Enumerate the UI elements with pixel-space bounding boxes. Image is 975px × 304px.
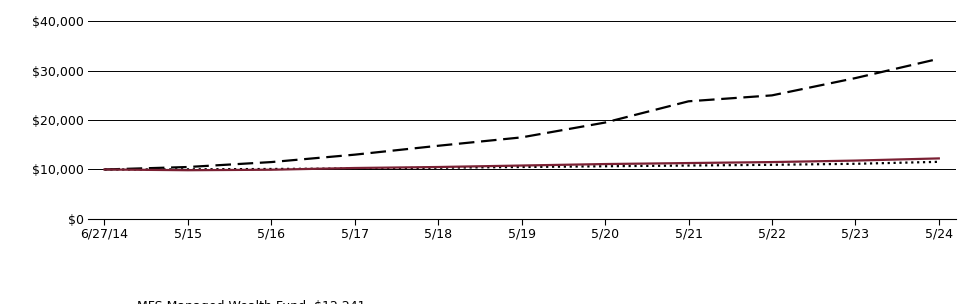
Standard & Poor’s 500 Stock Index, $32,412 (98, 168, 110, 171)
ICE BofA 0-3 Month U.S. Treasury Bill Index, $11,549 (98, 168, 110, 171)
Legend: MFS Managed Wealth Fund, $12,241, ICE BofA 0-3 Month U.S. Treasury Bill Index, $: MFS Managed Wealth Fund, $12,241, ICE Bo… (90, 300, 465, 304)
ICE BofA 0-3 Month U.S. Treasury Bill Index, $11,549 (600, 164, 611, 168)
ICE BofA 0-3 Month U.S. Treasury Bill Index, $11,549 (349, 167, 361, 170)
ICE BofA 0-3 Month U.S. Treasury Bill Index, $11,549 (432, 166, 444, 170)
Standard & Poor’s 500 Stock Index, $32,412 (432, 144, 444, 147)
MFS Managed Wealth Fund, $12,241 (766, 160, 778, 164)
ICE BofA 0-3 Month U.S. Treasury Bill Index, $11,549 (849, 162, 861, 166)
MFS Managed Wealth Fund, $12,241 (182, 168, 194, 172)
ICE BofA 0-3 Month U.S. Treasury Bill Index, $11,549 (682, 164, 694, 167)
Standard & Poor’s 500 Stock Index, $32,412 (516, 136, 527, 139)
ICE BofA 0-3 Month U.S. Treasury Bill Index, $11,549 (766, 163, 778, 167)
MFS Managed Wealth Fund, $12,241 (682, 161, 694, 165)
Line: ICE BofA 0-3 Month U.S. Treasury Bill Index, $11,549: ICE BofA 0-3 Month U.S. Treasury Bill In… (104, 162, 939, 170)
MFS Managed Wealth Fund, $12,241 (98, 168, 110, 171)
Standard & Poor’s 500 Stock Index, $32,412 (182, 165, 194, 169)
Standard & Poor’s 500 Stock Index, $32,412 (600, 121, 611, 124)
Standard & Poor’s 500 Stock Index, $32,412 (682, 99, 694, 103)
Standard & Poor’s 500 Stock Index, $32,412 (265, 160, 277, 164)
ICE BofA 0-3 Month U.S. Treasury Bill Index, $11,549 (516, 165, 527, 169)
MFS Managed Wealth Fund, $12,241 (516, 164, 527, 167)
MFS Managed Wealth Fund, $12,241 (349, 166, 361, 170)
MFS Managed Wealth Fund, $12,241 (849, 159, 861, 162)
MFS Managed Wealth Fund, $12,241 (933, 157, 945, 160)
Line: MFS Managed Wealth Fund, $12,241: MFS Managed Wealth Fund, $12,241 (104, 158, 939, 170)
Standard & Poor’s 500 Stock Index, $32,412 (933, 57, 945, 60)
Standard & Poor’s 500 Stock Index, $32,412 (349, 153, 361, 157)
MFS Managed Wealth Fund, $12,241 (265, 168, 277, 171)
ICE BofA 0-3 Month U.S. Treasury Bill Index, $11,549 (265, 167, 277, 171)
MFS Managed Wealth Fund, $12,241 (600, 162, 611, 166)
ICE BofA 0-3 Month U.S. Treasury Bill Index, $11,549 (933, 160, 945, 164)
Line: Standard & Poor’s 500 Stock Index, $32,412: Standard & Poor’s 500 Stock Index, $32,4… (104, 59, 939, 170)
Standard & Poor’s 500 Stock Index, $32,412 (849, 76, 861, 80)
MFS Managed Wealth Fund, $12,241 (432, 165, 444, 169)
Standard & Poor’s 500 Stock Index, $32,412 (766, 94, 778, 97)
ICE BofA 0-3 Month U.S. Treasury Bill Index, $11,549 (182, 168, 194, 171)
